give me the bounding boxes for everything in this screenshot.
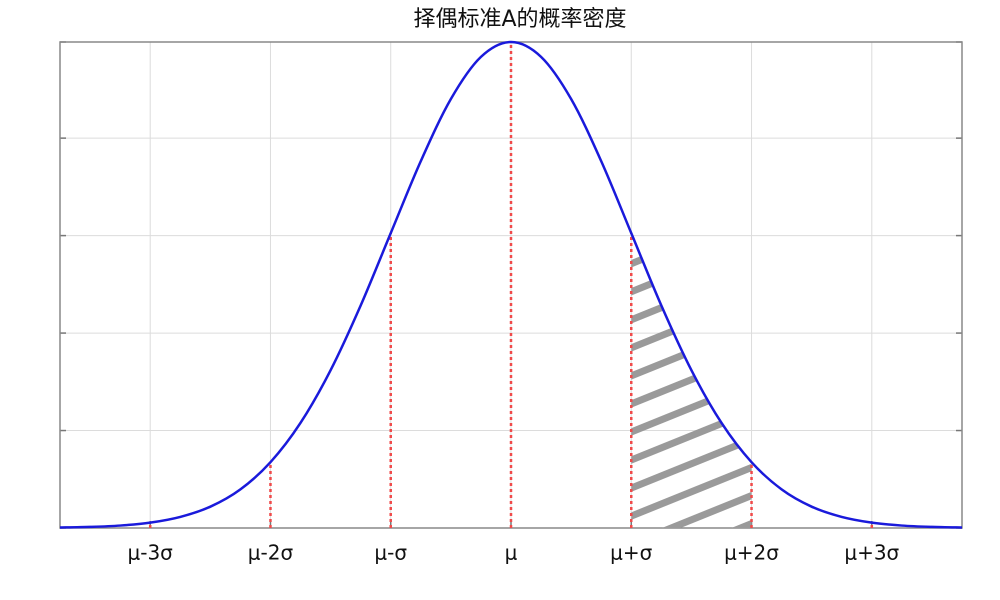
chart-title: 择偶标准A的概率密度 — [413, 7, 626, 32]
x-tick-label: μ+σ — [610, 541, 652, 565]
x-tick-label: μ-2σ — [248, 541, 294, 565]
x-tick-label: μ-σ — [374, 541, 407, 565]
x-tick-label: μ-3σ — [128, 541, 174, 565]
x-tick-label: μ+2σ — [724, 541, 779, 565]
x-tick-label: μ+3σ — [844, 541, 899, 565]
line-series — [59, 40, 963, 529]
shaded-area — [631, 42, 752, 528]
x-tick-label: μ — [505, 541, 518, 565]
